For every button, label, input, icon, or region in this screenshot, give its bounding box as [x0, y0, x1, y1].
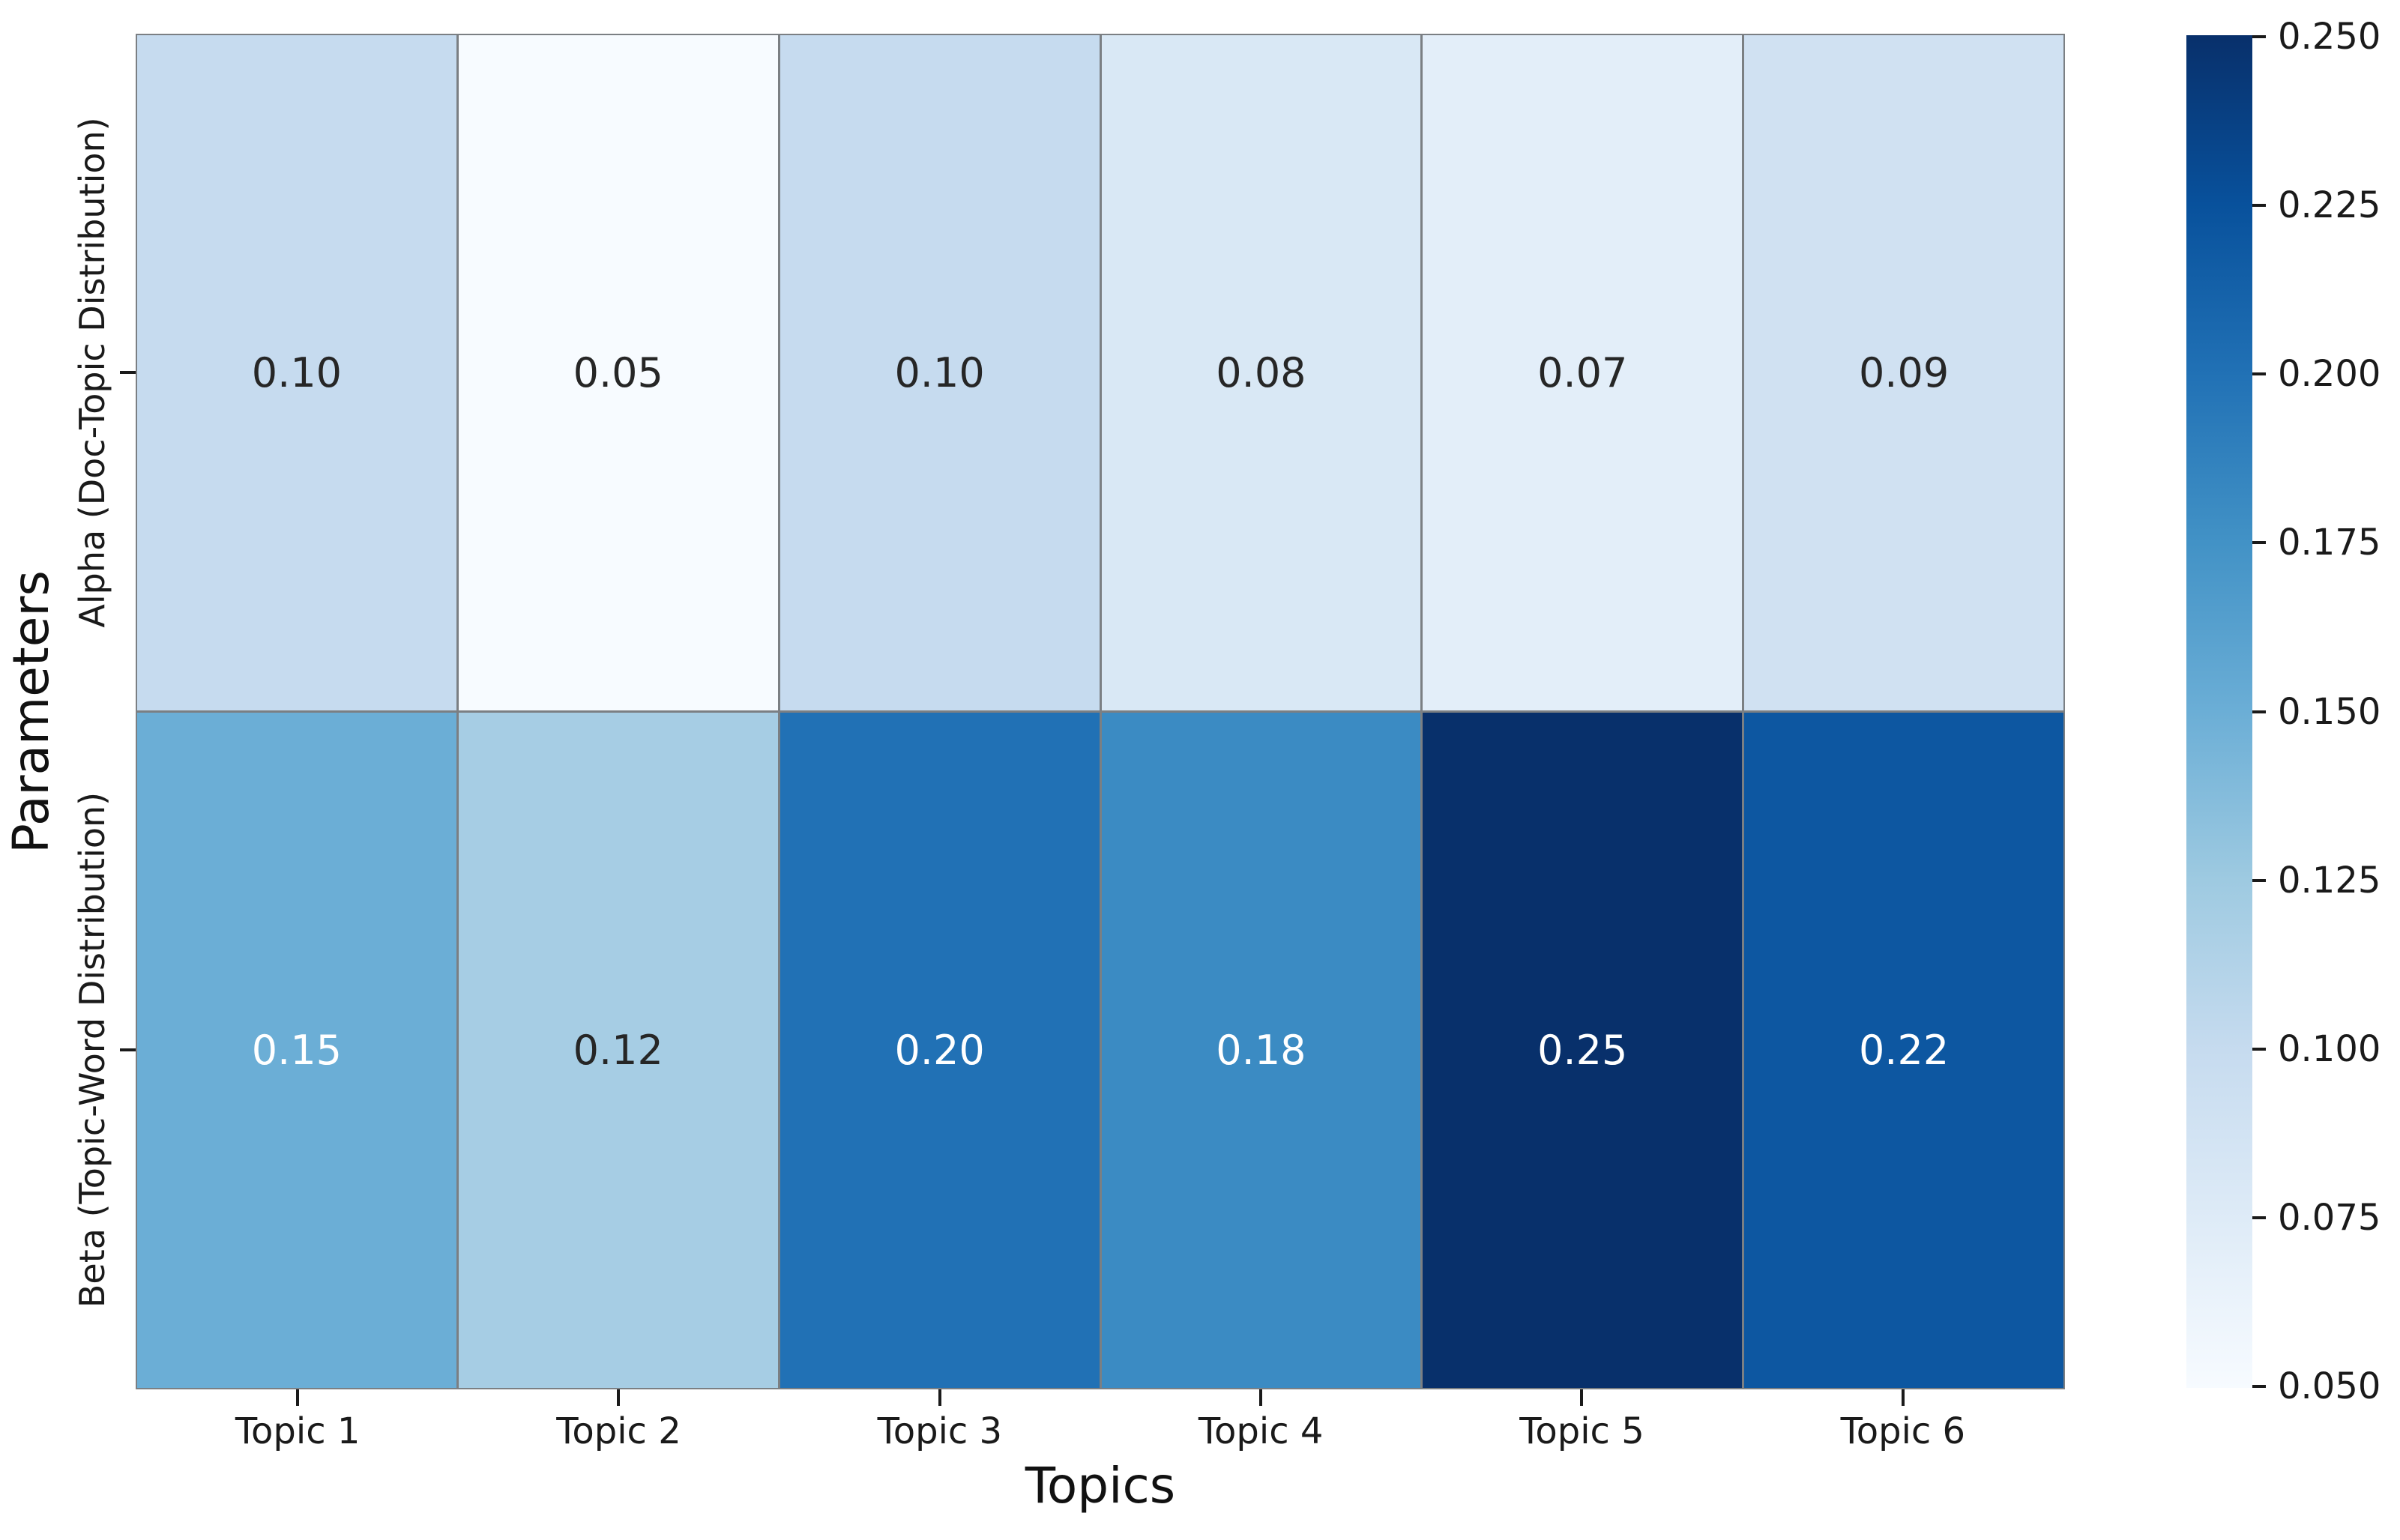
x-tick-mark: [1902, 1389, 1905, 1406]
heatmap-cell-beta-topic1: 0.15: [137, 713, 456, 1388]
colorbar-tick-mark: [2252, 1385, 2266, 1388]
x-tick-label-topic5: Topic 5: [1519, 1410, 1644, 1452]
x-tick-mark: [617, 1389, 620, 1406]
colorbar-tick-label: 0.175: [2278, 522, 2381, 564]
cell-value: 0.20: [894, 1027, 985, 1074]
heatmap-cell-alpha-topic6: 0.09: [1744, 35, 2063, 710]
x-tick-label-topic4: Topic 4: [1198, 1410, 1324, 1452]
cell-value: 0.05: [573, 349, 663, 396]
heatmap-cell-beta-topic6: 0.22: [1744, 713, 2063, 1388]
cell-value: 0.10: [251, 349, 343, 396]
heatmap-grid: 0.10 0.05 0.10 0.08 0.07 0.09 0.15 0.12 …: [136, 34, 2065, 1389]
colorbar-tick: 0.100: [2252, 1027, 2381, 1070]
colorbar-tick: 0.150: [2252, 690, 2381, 733]
colorbar-tick-mark: [2252, 35, 2266, 38]
colorbar-ticks: 0.250 0.225 0.200 0.175 0.150 0.125 0.10…: [2252, 16, 2381, 1407]
cell-value: 0.09: [1858, 349, 1950, 396]
heatmap-cell-beta-topic4: 0.18: [1101, 713, 1421, 1388]
y-tick-mark: [120, 371, 136, 374]
heatmap-cell-alpha-topic1: 0.10: [137, 35, 456, 710]
colorbar-tick-label: 0.200: [2278, 353, 2381, 396]
x-tick-mark: [1580, 1389, 1583, 1406]
colorbar-tick-label: 0.125: [2278, 859, 2381, 902]
x-tick-label-topic3: Topic 3: [877, 1410, 1003, 1452]
row-label-alpha: Alpha (Doc-Topic Distribution): [72, 117, 112, 628]
heatmap-cell-alpha-topic5: 0.07: [1423, 35, 1743, 710]
colorbar-tick-mark: [2252, 372, 2266, 376]
cell-value: 0.18: [1216, 1027, 1306, 1074]
cell-value: 0.25: [1537, 1027, 1628, 1074]
colorbar: [2186, 35, 2252, 1388]
cell-value: 0.08: [1216, 349, 1306, 396]
colorbar-tick-mark: [2252, 204, 2266, 208]
colorbar-tick-label: 0.150: [2278, 690, 2381, 733]
x-tick-label-topic6: Topic 6: [1840, 1410, 1966, 1452]
cell-value: 0.10: [894, 349, 985, 396]
heatmap-cell-alpha-topic3: 0.10: [780, 35, 1100, 710]
colorbar-tick-label: 0.075: [2278, 1196, 2381, 1239]
x-tick-label-topic2: Topic 2: [556, 1410, 681, 1452]
cell-value: 0.07: [1537, 349, 1628, 396]
colorbar-tick-label: 0.250: [2278, 16, 2381, 58]
colorbar-tick-label: 0.225: [2278, 184, 2381, 227]
x-tick-mark: [1259, 1389, 1262, 1406]
colorbar-tick-mark: [2252, 1216, 2266, 1219]
colorbar-tick: 0.050: [2252, 1365, 2381, 1407]
y-axis-title: Parameters: [2, 570, 60, 854]
colorbar-tick-mark: [2252, 878, 2266, 882]
colorbar-tick-mark: [2252, 541, 2266, 545]
heatmap-cell-beta-topic2: 0.12: [458, 713, 778, 1388]
x-axis-title: Topics: [1025, 1457, 1176, 1515]
heatmap-cell-beta-topic5: 0.25: [1423, 713, 1743, 1388]
colorbar-tick-mark: [2252, 710, 2266, 713]
colorbar-tick-label: 0.100: [2278, 1027, 2381, 1070]
heatmap-cell-alpha-topic4: 0.08: [1101, 35, 1421, 710]
x-tick-labels: Topic 1 Topic 2 Topic 3 Topic 4 Topic 5 …: [137, 1410, 2063, 1452]
x-tick-mark: [296, 1389, 299, 1406]
row-label-beta: Beta (Topic-Word Distribution): [72, 791, 112, 1308]
colorbar-tick-label: 0.050: [2278, 1365, 2381, 1407]
colorbar-tick-mark: [2252, 1047, 2266, 1051]
heatmap-cell-beta-topic3: 0.20: [780, 713, 1100, 1388]
x-tick-label-topic1: Topic 1: [235, 1410, 361, 1452]
cell-value: 0.22: [1858, 1027, 1950, 1074]
cell-value: 0.12: [573, 1027, 663, 1074]
colorbar-tick: 0.225: [2252, 184, 2381, 227]
colorbar-tick: 0.200: [2252, 353, 2381, 396]
colorbar-tick: 0.075: [2252, 1196, 2381, 1239]
heatmap-cell-alpha-topic2: 0.05: [458, 35, 778, 710]
y-tick-mark: [120, 1048, 136, 1051]
colorbar-tick: 0.250: [2252, 16, 2381, 58]
colorbar-tick: 0.125: [2252, 859, 2381, 902]
cell-value: 0.15: [251, 1027, 343, 1074]
colorbar-tick: 0.175: [2252, 522, 2381, 564]
x-tick-mark: [938, 1389, 941, 1406]
